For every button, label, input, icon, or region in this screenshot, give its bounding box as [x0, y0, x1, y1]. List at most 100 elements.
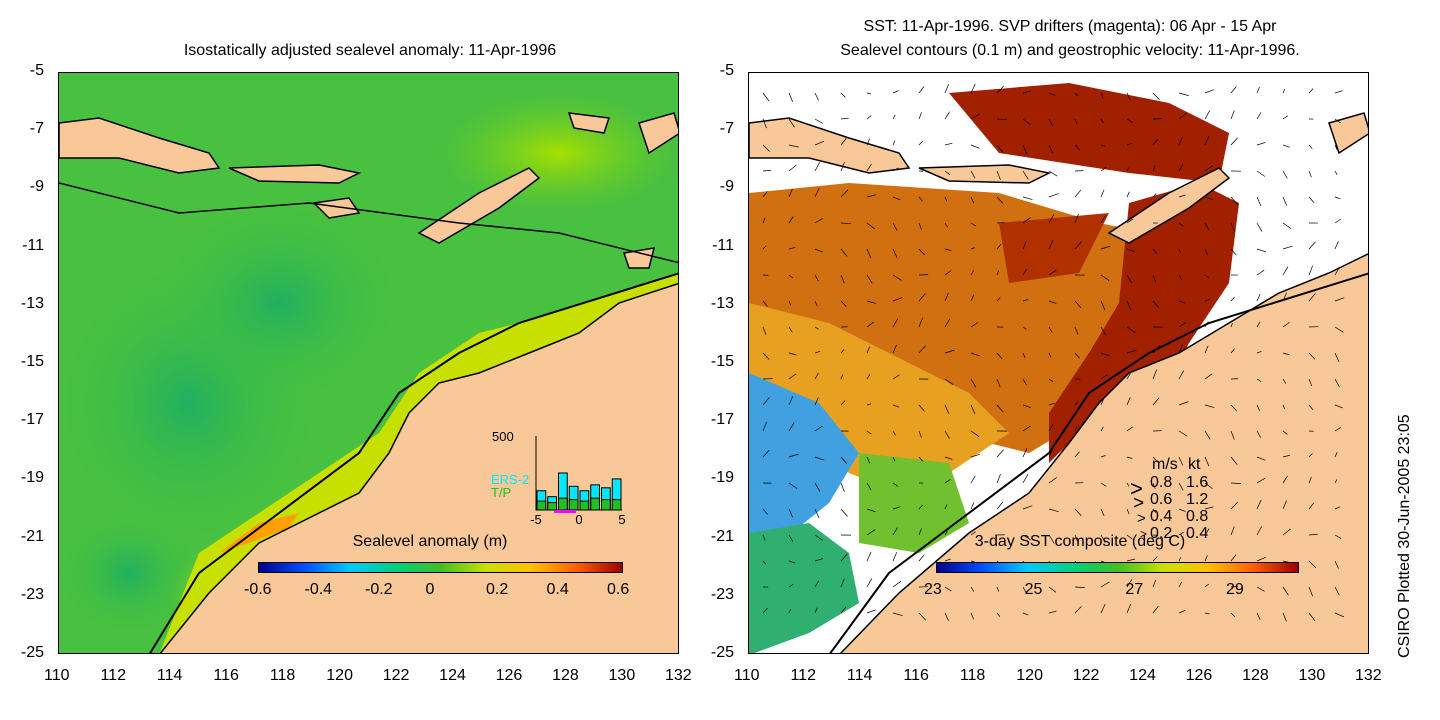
- velocity-vector: [866, 609, 876, 614]
- velocity-vector: [788, 482, 798, 489]
- velocity-vector: [814, 217, 824, 224]
- velocity-vector: [1048, 300, 1057, 304]
- java-island: [59, 117, 221, 174]
- velocity-vector: [1308, 586, 1313, 597]
- timor-island: [417, 167, 541, 244]
- velocity-vector: [1100, 534, 1106, 543]
- velocity-vector: [840, 578, 845, 588]
- velocity-vector: [892, 344, 897, 354]
- velocity-vector: [1230, 110, 1235, 120]
- sst-cool-region: [749, 373, 859, 543]
- y-tick-label: -11: [22, 236, 44, 254]
- velocity-vector: [1334, 90, 1343, 94]
- velocity-vector: [814, 372, 819, 380]
- velocity-vector: [762, 560, 767, 565]
- velocity-vector: [1074, 451, 1080, 458]
- velocity-vector: [1152, 397, 1160, 406]
- velocity-vector: [944, 530, 948, 536]
- velocity-vector: [866, 222, 875, 230]
- sealevel-map: [58, 72, 679, 654]
- velocity-vector: [970, 531, 976, 536]
- velocity-vector: [1022, 241, 1027, 250]
- velocity-vector: [1022, 299, 1029, 302]
- velocity-vector: [1074, 213, 1079, 224]
- right-colorbar: [936, 562, 1299, 573]
- velocity-vector: [840, 349, 845, 354]
- velocity-vector: [788, 92, 793, 102]
- velocity-vector: [944, 586, 952, 592]
- velocity-vector: [1074, 425, 1078, 432]
- velocity-vector: [1204, 583, 1209, 588]
- velocity-vector: [814, 350, 821, 354]
- velocity-vector: [1282, 475, 1288, 484]
- velocity-vector: [944, 504, 948, 510]
- y-tick-label: -5: [719, 62, 734, 79]
- velocity-vector: [1282, 500, 1287, 510]
- left-colorbar: [258, 562, 623, 573]
- velocity-vector: [1282, 430, 1288, 435]
- velocity-vector: [788, 453, 799, 458]
- velocity-vector: [1022, 170, 1029, 180]
- velocity-key-ms: 0.6: [1150, 491, 1173, 508]
- velocity-vector: [1178, 248, 1181, 253]
- velocity-vector: [1100, 581, 1110, 588]
- colorbar-tick-label: 0.4: [546, 581, 569, 598]
- velocity-vector: [1178, 610, 1186, 614]
- velocity-vector: [1230, 248, 1237, 256]
- velocity-key-ms: 0.8: [1150, 474, 1173, 491]
- velocity-vector: [1178, 222, 1184, 227]
- velocity-vector: [944, 404, 950, 414]
- velocity-vector: [788, 534, 794, 542]
- velocity-vector: [840, 374, 844, 380]
- velocity-vector: [788, 560, 796, 564]
- velocity-vector: [1256, 196, 1262, 207]
- y-tick-label: -19: [710, 469, 734, 487]
- velocity-vector: [1256, 321, 1261, 328]
- velocity-vector: [814, 508, 820, 519]
- velocity-vector: [996, 612, 1001, 617]
- inset-date-marker: [554, 510, 576, 513]
- velocity-arrow-icon: >: [1130, 476, 1143, 501]
- velocity-vector: [1256, 404, 1260, 411]
- velocity-vector: [840, 137, 847, 146]
- velocity-vector: [1334, 297, 1345, 302]
- velocity-vector: [970, 453, 980, 458]
- velocity-arrow-icon: >: [1137, 510, 1146, 527]
- velocity-vector: [996, 270, 1000, 276]
- nusa-tenggara-islands: [228, 164, 362, 184]
- velocity-vector: [1178, 430, 1188, 437]
- velocity-vector: [788, 164, 797, 172]
- velocity-vector: [996, 502, 1003, 510]
- velocity-vector: [1334, 241, 1339, 250]
- velocity-vector: [1308, 560, 1317, 568]
- credit-label: CSIRO Plotted 30-Jun-2005 23:05: [1396, 414, 1413, 658]
- velocity-vector: [892, 456, 896, 462]
- velocity-key-ms: 0.2: [1150, 525, 1173, 542]
- velocity-vector: [866, 373, 871, 380]
- y-tick-label: -17: [710, 411, 734, 429]
- velocity-vector: [788, 216, 794, 224]
- velocity-vector: [1230, 612, 1236, 618]
- velocity-vector: [1100, 482, 1107, 487]
- velocity-vector: [944, 222, 948, 228]
- velocity-vector: [840, 456, 847, 464]
- inset-ymax-label: 500: [492, 429, 514, 444]
- velocity-vector: [1100, 118, 1104, 124]
- velocity-vector: [996, 118, 1007, 121]
- velocity-vector: [1230, 348, 1235, 354]
- sst-hot-region: [1049, 183, 1239, 463]
- velocity-vector: [1204, 222, 1210, 230]
- velocity-vector: [944, 456, 953, 460]
- velocity-vector: [1022, 326, 1027, 330]
- velocity-vector: [814, 92, 819, 101]
- velocity-vector: [1178, 300, 1186, 304]
- velocity-vector: [866, 508, 876, 513]
- velocity-vector: [1178, 274, 1183, 281]
- x-tick-label: 116: [903, 667, 929, 684]
- velocity-vector: [944, 430, 950, 439]
- velocity-vector: [1308, 612, 1316, 622]
- velocity-vector: [1048, 586, 1057, 593]
- velocity-vector: [1178, 370, 1185, 380]
- velocity-vector: [762, 449, 770, 458]
- velocity-vector: [1204, 345, 1209, 354]
